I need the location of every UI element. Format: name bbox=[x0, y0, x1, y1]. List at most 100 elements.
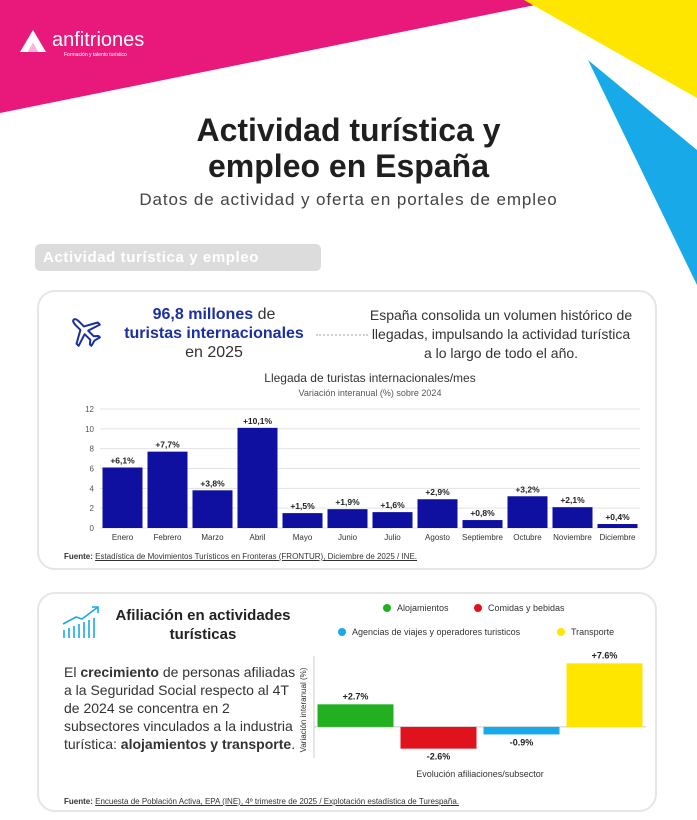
legend-item-agencias: Agencias de viajes y operadores turistic… bbox=[338, 627, 520, 637]
legend-item-comidas: Comidas y bebidas bbox=[474, 603, 565, 613]
section-label: Actividad turística y empleo bbox=[35, 244, 321, 271]
legend-dot-green bbox=[383, 604, 391, 612]
sector-affiliation-chart: +2.7% -2.6% -0.9% +7.6% Evolución afiliacion… bbox=[299, 650, 646, 779]
affiliation-text-2: de personas afiliadas a la Seguridad Soc… bbox=[64, 664, 296, 752]
x-tick-label: Noviembre bbox=[553, 533, 592, 542]
bar-sector-1 bbox=[317, 704, 394, 727]
affiliation-text-bold1: crecimiento bbox=[80, 664, 159, 680]
data-label: +0,4% bbox=[605, 512, 630, 522]
legend-dot-red bbox=[474, 604, 482, 612]
source-link-1[interactable]: Estadística de Movimientos Turísticos en… bbox=[95, 552, 418, 561]
bar-abril bbox=[237, 427, 278, 528]
bar-sector-4 bbox=[566, 663, 643, 727]
source-note-2: Fuente: Encuesta de Población Activa, EP… bbox=[64, 797, 459, 806]
y-tick-label: 10 bbox=[85, 425, 94, 434]
affiliation-text-3: . bbox=[291, 736, 296, 752]
x-tick-label: Julio bbox=[384, 533, 401, 542]
monthly-arrivals-chart: 0 2 4 6 8 10 12 +6,1% Enero +7,7% Febrero +3,8% Marz… bbox=[85, 405, 640, 542]
source-prefix-2: Fuente: bbox=[64, 797, 93, 806]
x-tick-label: Diciembre bbox=[599, 533, 636, 542]
x-tick-label: Marzo bbox=[201, 533, 224, 542]
data-label: -0.9% bbox=[510, 737, 534, 747]
kpi-value: 96,8 millones bbox=[152, 306, 254, 323]
source-note-1: Fuente: Estadística de Movimientos Turís… bbox=[64, 552, 417, 561]
legend-dot-cyan bbox=[338, 628, 346, 636]
bar-octubre bbox=[507, 496, 548, 528]
data-label: +1,6% bbox=[380, 500, 405, 510]
legend-item-transporte: Transporte bbox=[557, 627, 614, 637]
brand-logo: anfitriones bbox=[20, 30, 144, 52]
data-label: +3,2% bbox=[515, 484, 540, 494]
x-tick-label: Enero bbox=[112, 533, 134, 542]
page-title-line1: Actividad turística y bbox=[196, 112, 501, 148]
data-label: +7,7% bbox=[155, 440, 180, 450]
airplane-icon bbox=[72, 318, 101, 347]
x-tick-label: Agosto bbox=[425, 533, 450, 542]
data-label: +2.7% bbox=[343, 691, 369, 701]
bar-diciembre bbox=[597, 524, 638, 528]
page-title-line2: empleo en España bbox=[208, 148, 489, 184]
source-link-2[interactable]: Encuesta de Población Activa, EPA (INE),… bbox=[95, 797, 459, 806]
bar-enero bbox=[102, 467, 143, 528]
monthly-chart-title: Llegada de turistas internacionales/mes bbox=[264, 371, 476, 385]
data-label: +7.6% bbox=[592, 650, 618, 660]
bar-febrero bbox=[147, 451, 188, 528]
cyan-banner bbox=[588, 60, 697, 285]
magenta-banner bbox=[0, 0, 560, 113]
growth-chart-icon bbox=[62, 606, 99, 638]
data-label: +3,8% bbox=[200, 478, 225, 488]
data-label: +10,1% bbox=[243, 416, 273, 426]
data-label: +0,8% bbox=[470, 508, 495, 518]
brand-name: anfitriones bbox=[52, 29, 145, 51]
bar-marzo bbox=[192, 490, 233, 528]
brand-logo-icon bbox=[20, 30, 46, 52]
x-tick-label: Febrero bbox=[153, 533, 182, 542]
brand-tagline: Formación y talento turístico bbox=[64, 52, 127, 58]
legend-label-agencias: Agencias de viajes y operadores turistic… bbox=[352, 627, 521, 637]
affiliation-card bbox=[37, 592, 657, 812]
legend-label-alojamientos: Alojamientos bbox=[397, 603, 449, 613]
legend-dot-yellow bbox=[557, 628, 565, 636]
affiliation-text-1: El bbox=[64, 664, 77, 680]
y-axis-label: Variación interanual (%) bbox=[299, 667, 308, 752]
monthly-chart-subtitle: Variación interanual (%) sobre 2024 bbox=[298, 388, 442, 398]
data-label: +2,1% bbox=[560, 495, 585, 505]
y-tick-label: 6 bbox=[90, 465, 95, 474]
bar-junio bbox=[327, 509, 368, 528]
affiliation-title: Afiliación en actividades turísticas bbox=[115, 607, 291, 643]
y-tick-label: 4 bbox=[90, 484, 95, 493]
source-prefix-1: Fuente: bbox=[64, 552, 93, 561]
x-tick-label: Mayo bbox=[293, 533, 313, 542]
legend-label-comidas: Comidas y bebidas bbox=[488, 603, 565, 613]
kpi-label: turistas internacionales bbox=[124, 325, 304, 342]
x-tick-label: Octubre bbox=[513, 533, 542, 542]
y-tick-label: 0 bbox=[90, 524, 95, 533]
kpi-tourists: 96,8 millones de turistas internacionale… bbox=[108, 305, 320, 362]
bar-noviembre bbox=[552, 507, 593, 528]
x-tick-label: Abril bbox=[249, 533, 265, 542]
yellow-banner bbox=[524, 0, 697, 98]
bar-agosto bbox=[417, 499, 458, 528]
data-label: +1,9% bbox=[335, 497, 360, 507]
page-subtitle: Datos de actividad y oferta en portales … bbox=[139, 190, 558, 209]
kpi-period: en 2025 bbox=[185, 344, 243, 361]
y-tick-label: 12 bbox=[85, 405, 94, 414]
bar-sector-3 bbox=[483, 726, 560, 735]
kpi-of: de bbox=[257, 306, 276, 323]
legend-item-alojamientos: Alojamientos bbox=[383, 603, 449, 613]
x-tick-label: Junio bbox=[338, 533, 358, 542]
bar-julio bbox=[372, 512, 413, 528]
affiliation-text: El crecimiento de personas afiliadas a l… bbox=[64, 663, 304, 753]
data-label: -2.6% bbox=[427, 752, 451, 762]
kpi-description: España consolida un volumen histórico de… bbox=[369, 307, 633, 361]
bar-sector-2 bbox=[400, 726, 477, 749]
data-label: +2,9% bbox=[425, 487, 450, 497]
data-label: +6,1% bbox=[110, 456, 135, 466]
kpi-connector bbox=[316, 334, 368, 336]
x-axis-label: Evolución afiliaciones/subsector bbox=[416, 769, 544, 779]
affiliation-text-bold2: alojamientos y transporte bbox=[120, 736, 292, 752]
bar-septiembre bbox=[462, 520, 503, 528]
y-tick-label: 8 bbox=[90, 445, 95, 454]
y-tick-label: 2 bbox=[90, 504, 95, 513]
